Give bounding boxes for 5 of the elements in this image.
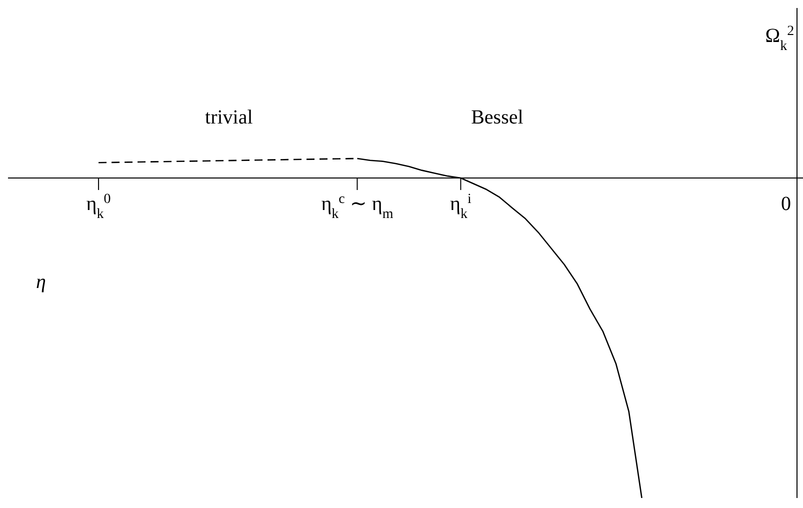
x-axis-title: η — [36, 271, 46, 293]
text: Bessel — [471, 106, 524, 129]
x-tick-label: η$_{k}$$^{c}$ ∼ η$_{m}$ — [321, 192, 394, 222]
x-tick-label: 0 — [781, 193, 791, 215]
text: trivial — [205, 106, 254, 129]
